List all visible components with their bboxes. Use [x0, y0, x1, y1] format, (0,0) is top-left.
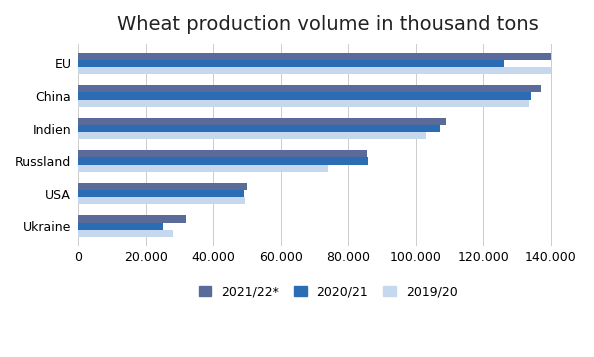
Title: Wheat production volume in thousand tons: Wheat production volume in thousand tons — [117, 15, 539, 34]
Bar — [78, 125, 440, 132]
Bar — [78, 85, 541, 92]
Bar — [78, 190, 244, 197]
Bar — [78, 60, 504, 67]
Bar — [78, 197, 245, 204]
Bar — [78, 183, 247, 190]
Bar — [78, 92, 530, 100]
Bar — [78, 67, 551, 74]
Bar — [78, 223, 163, 230]
Bar — [78, 215, 187, 223]
Bar — [78, 53, 551, 60]
Bar — [78, 230, 173, 237]
Bar — [78, 165, 328, 172]
Legend: 2021/22*, 2020/21, 2019/20: 2021/22*, 2020/21, 2019/20 — [194, 280, 463, 303]
Bar — [78, 118, 446, 125]
Bar — [78, 157, 368, 165]
Bar — [78, 132, 426, 139]
Bar — [78, 150, 367, 157]
Bar — [78, 100, 529, 107]
